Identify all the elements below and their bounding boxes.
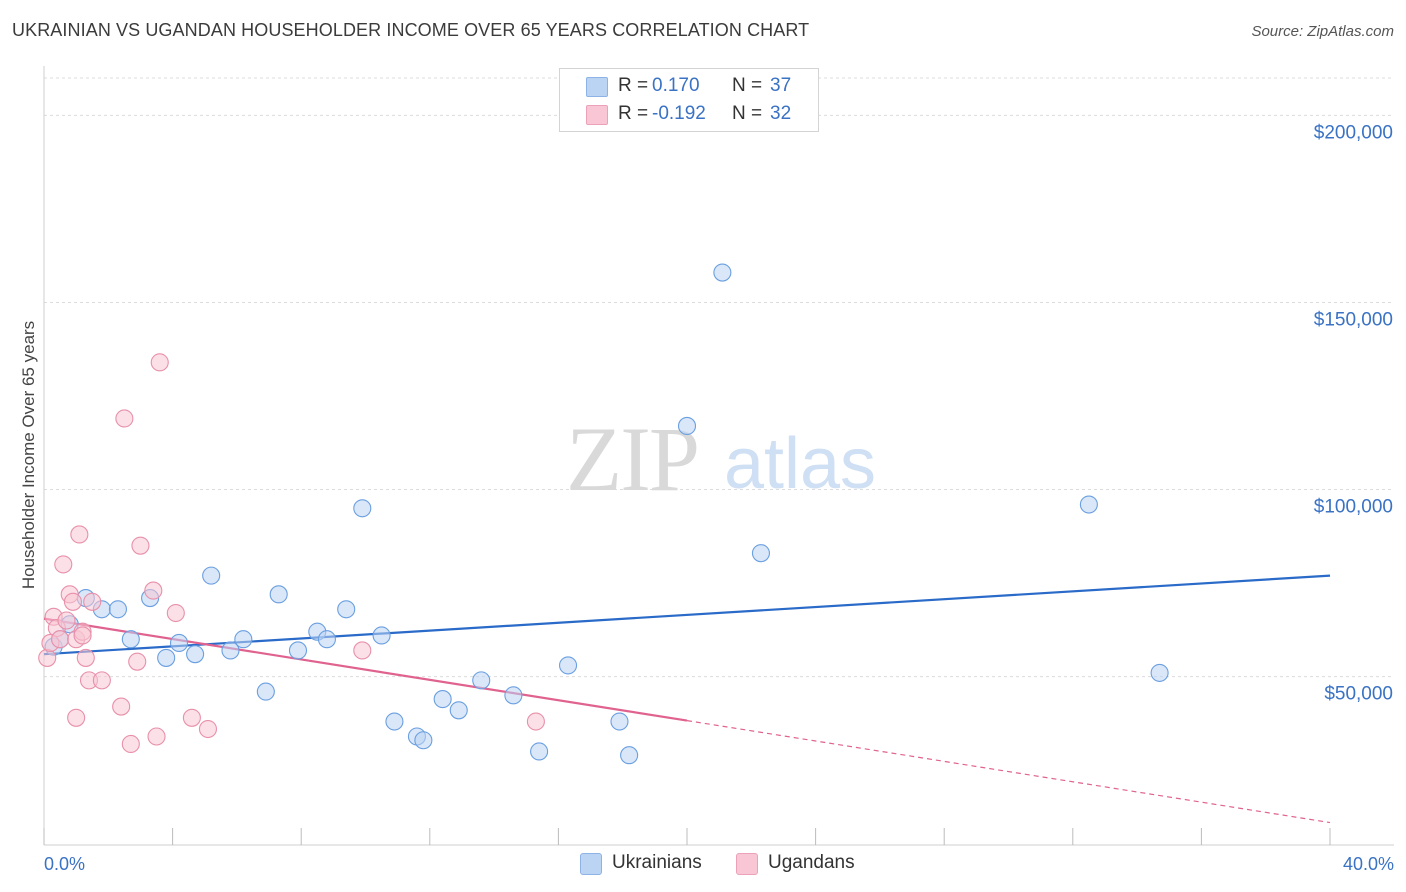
chart-title: UKRAINIAN VS UGANDAN HOUSEHOLDER INCOME … <box>12 20 810 40</box>
stats-n-label: N = <box>732 75 763 96</box>
data-point <box>70 525 89 544</box>
data-point <box>472 671 491 690</box>
stats-box: R = 0.170 N = 37 R = -0.192 N = 32 <box>559 68 819 132</box>
data-point <box>221 641 240 660</box>
data-point <box>182 708 201 727</box>
data-point <box>620 746 639 765</box>
data-point <box>131 536 150 555</box>
series-ugandans <box>38 353 545 754</box>
data-point <box>186 645 205 664</box>
series-ukrainians <box>44 263 1169 765</box>
data-point <box>128 652 147 671</box>
data-point <box>1079 495 1098 514</box>
gridlines <box>44 77 1394 678</box>
data-point <box>83 592 102 611</box>
data-point <box>121 630 140 649</box>
data-point <box>713 263 732 282</box>
stats-r-label: R = <box>618 103 649 124</box>
data-point <box>414 731 433 750</box>
trendline-ukrainians <box>43 574 1331 656</box>
legend-label-ukrainians: Ukrainians <box>612 852 702 873</box>
data-point <box>67 708 86 727</box>
stats-r-label: R = <box>618 75 649 96</box>
data-point <box>372 626 391 645</box>
data-point <box>157 648 176 667</box>
stats-r-value: 0.170 <box>652 75 700 96</box>
x-tick-label-end: 40.0% <box>1343 854 1394 874</box>
data-point <box>202 566 221 585</box>
watermark-zip: ZIP <box>566 408 698 510</box>
data-point <box>317 630 336 649</box>
data-point <box>169 633 189 653</box>
y-tick-label: $100,000 <box>1314 497 1393 518</box>
stats-n-value: 37 <box>770 75 792 96</box>
trendlines <box>43 574 1331 824</box>
data-point <box>751 544 770 563</box>
data-point <box>73 626 92 645</box>
data-point <box>449 701 468 720</box>
data-point <box>38 648 57 667</box>
legend-swatch-ukrainians <box>580 853 602 875</box>
data-point <box>385 712 404 731</box>
data-point <box>108 600 127 619</box>
stats-row-ugandans: R = -0.192 N = 32 <box>560 101 818 129</box>
stats-swatch-ukrainians <box>586 77 608 97</box>
trendline-ugandans <box>43 617 688 722</box>
watermark: ZIP atlas <box>566 408 876 510</box>
y-tick-labels: $50,000 $100,000 $150,000 $200,000 <box>1314 122 1393 704</box>
data-point <box>288 641 308 660</box>
data-point <box>166 603 185 623</box>
stats-n-label: N = <box>732 103 763 124</box>
data-point <box>121 734 140 754</box>
data-point <box>112 697 131 716</box>
stats-n-value: 32 <box>770 103 792 124</box>
y-axis-label: Householder Income Over 65 years <box>19 321 38 589</box>
data-point <box>63 592 82 611</box>
data-point <box>76 648 95 667</box>
y-tick-label: $200,000 <box>1314 122 1393 143</box>
data-point <box>269 585 288 604</box>
data-points <box>38 263 1169 765</box>
data-point <box>530 742 549 761</box>
stats-swatch-ugandans <box>586 105 608 125</box>
y-tick-label: $150,000 <box>1314 309 1393 330</box>
data-point <box>1150 663 1169 682</box>
trendline-ugandans-extension <box>686 720 1331 824</box>
data-point <box>54 555 73 574</box>
watermark-atlas: atlas <box>724 424 876 504</box>
data-point <box>234 630 253 649</box>
data-point <box>558 656 578 675</box>
data-point <box>150 353 169 372</box>
data-point <box>677 416 697 436</box>
data-point <box>526 712 545 731</box>
legend-label-ugandans: Ugandans <box>768 852 855 873</box>
data-point <box>57 611 76 630</box>
data-point <box>256 682 275 701</box>
axes <box>43 66 1394 846</box>
data-point <box>144 581 163 600</box>
stats-r-value: -0.192 <box>652 103 706 124</box>
stats-row-ukrainians: R = 0.170 N = 37 <box>560 73 818 101</box>
data-point <box>115 409 134 428</box>
data-point <box>353 499 372 518</box>
data-point <box>147 727 166 746</box>
data-point <box>433 690 452 709</box>
data-point <box>353 641 372 660</box>
data-point <box>51 630 70 649</box>
source-label: Source: ZipAtlas.com <box>1251 23 1394 40</box>
y-tick-label: $50,000 <box>1324 684 1393 705</box>
data-point <box>337 600 356 619</box>
data-point <box>610 712 629 731</box>
x-tick-label-start: 0.0% <box>44 854 85 874</box>
data-point <box>92 671 111 690</box>
legend-swatch-ugandans <box>736 853 758 875</box>
data-point <box>198 719 218 739</box>
data-point <box>504 686 523 705</box>
